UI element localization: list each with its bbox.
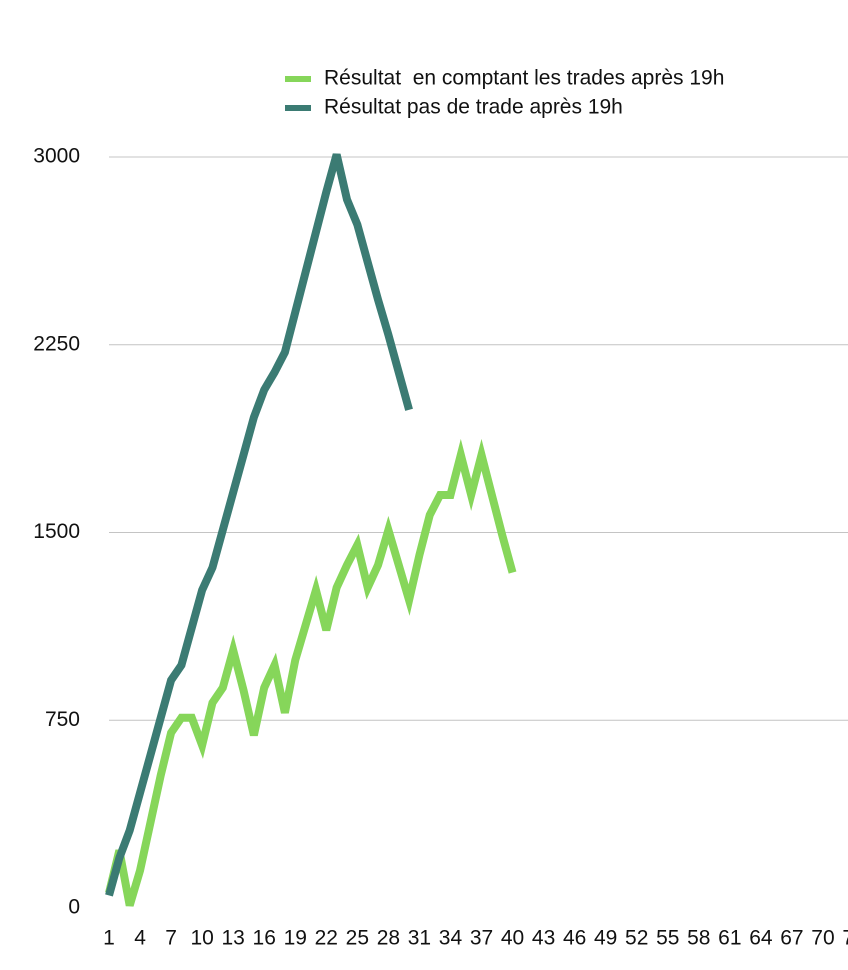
x-tick-label: 46: [563, 927, 586, 950]
x-tick-label: 40: [501, 927, 524, 950]
y-tick-label: 3000: [33, 145, 80, 168]
x-tick-label: 73: [842, 927, 848, 950]
x-tick-label: 64: [749, 927, 773, 950]
x-tick-label: 55: [656, 927, 679, 950]
x-tick-label: 25: [346, 927, 369, 950]
x-tick-label: 28: [377, 927, 400, 950]
x-tick-label: 37: [470, 927, 493, 950]
y-tick-label: 0: [68, 896, 80, 919]
x-tick-label: 10: [190, 927, 213, 950]
x-tick-label: 7: [165, 927, 177, 950]
y-tick-label: 1500: [33, 520, 80, 543]
x-tick-label: 43: [532, 927, 555, 950]
x-tick-label: 58: [687, 927, 710, 950]
x-tick-label: 70: [811, 927, 834, 950]
series-line: [105, 438, 517, 907]
x-tick-label: 61: [718, 927, 741, 950]
series-line: [105, 153, 413, 897]
x-tick-label: 49: [594, 927, 617, 950]
legend-label: Résultat pas de trade après 19h: [324, 96, 623, 119]
legend-label: Résultat en comptant les trades après 19…: [324, 67, 724, 90]
x-tick-label: 16: [253, 927, 276, 950]
x-tick-label: 13: [221, 927, 244, 950]
x-tick-label: 34: [439, 927, 463, 950]
y-tick-label: 2250: [33, 332, 80, 355]
x-tick-label: 19: [284, 927, 307, 950]
x-tick-label: 22: [315, 927, 338, 950]
y-tick-label: 750: [45, 708, 80, 731]
x-tick-label: 52: [625, 927, 648, 950]
x-tick-label: 31: [408, 927, 431, 950]
x-tick-label: 67: [780, 927, 803, 950]
x-tick-label: 4: [134, 927, 146, 950]
x-tick-label: 1: [103, 927, 115, 950]
